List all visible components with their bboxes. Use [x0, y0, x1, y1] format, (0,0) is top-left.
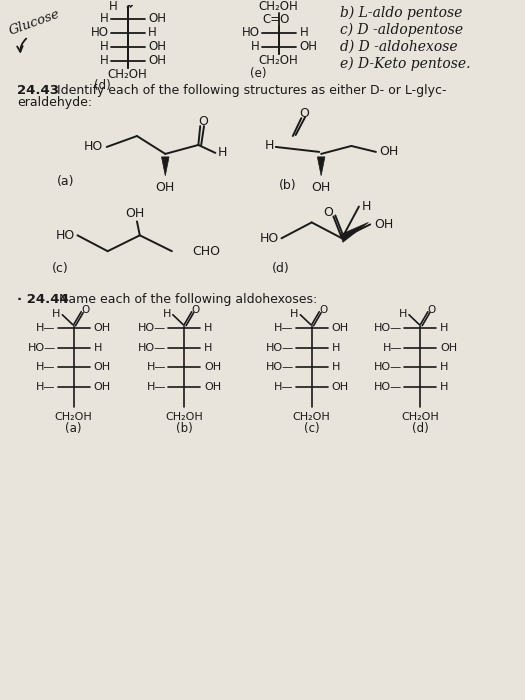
Text: H—: H—: [36, 382, 56, 392]
Text: H: H: [251, 40, 260, 53]
Text: H: H: [440, 363, 448, 372]
Text: HO—: HO—: [374, 323, 402, 332]
Text: C=O: C=O: [262, 13, 289, 27]
Text: H: H: [299, 27, 308, 39]
Text: d) D -aldohexose: d) D -aldohexose: [340, 40, 458, 54]
Text: OH: OH: [440, 342, 457, 353]
Text: OH: OH: [204, 382, 221, 392]
Text: H: H: [100, 54, 109, 67]
Text: OH: OH: [148, 13, 166, 25]
Text: H: H: [204, 342, 213, 353]
Text: CH₂OH: CH₂OH: [293, 412, 331, 422]
Text: H—: H—: [383, 342, 402, 353]
Text: HO—: HO—: [138, 323, 166, 332]
Text: (c): (c): [304, 422, 320, 435]
Text: HO: HO: [242, 27, 260, 39]
Text: CH₂OH: CH₂OH: [55, 412, 92, 422]
Text: Name each of the following aldohexoses:: Name each of the following aldohexoses:: [59, 293, 317, 307]
Text: OH: OH: [380, 146, 399, 158]
Text: eraldehyde:: eraldehyde:: [17, 96, 92, 108]
Text: H: H: [331, 342, 340, 353]
Text: OH: OH: [374, 218, 393, 231]
Text: (a): (a): [66, 422, 82, 435]
Text: H—: H—: [146, 382, 166, 392]
Text: HO: HO: [83, 141, 103, 153]
Text: H: H: [440, 382, 448, 392]
Text: CH₂OH: CH₂OH: [165, 412, 203, 422]
Text: · 24.44: · 24.44: [17, 293, 69, 307]
Text: CH₂OH: CH₂OH: [108, 68, 148, 81]
Text: (d): (d): [94, 79, 111, 92]
Polygon shape: [162, 157, 169, 176]
Text: HO—: HO—: [266, 342, 294, 353]
Text: (d): (d): [412, 422, 429, 435]
Text: OH: OH: [311, 181, 331, 194]
Text: e) D-Keto pentose.: e) D-Keto pentose.: [340, 56, 470, 71]
Text: H: H: [362, 200, 371, 213]
Text: OH: OH: [148, 40, 166, 53]
Text: OH: OH: [125, 207, 145, 220]
Text: H—: H—: [36, 363, 56, 372]
Polygon shape: [341, 223, 369, 242]
Text: OH: OH: [93, 363, 111, 372]
Text: H: H: [204, 323, 213, 332]
Text: O: O: [323, 206, 333, 219]
Polygon shape: [317, 157, 325, 176]
Text: H—: H—: [274, 323, 294, 332]
Text: OH: OH: [299, 40, 318, 53]
Text: H: H: [52, 309, 60, 318]
Text: (b): (b): [176, 422, 193, 435]
Text: b) L-aldo pentose: b) L-aldo pentose: [340, 6, 463, 20]
Text: HO—: HO—: [138, 342, 166, 353]
Text: H: H: [100, 13, 109, 25]
Text: OH: OH: [93, 323, 111, 332]
Text: (e): (e): [250, 67, 267, 80]
Text: O: O: [427, 304, 436, 315]
Text: Identify each of the following structures as either D- or L-glyc-: Identify each of the following structure…: [57, 84, 446, 97]
Text: (a): (a): [57, 175, 74, 188]
Text: H: H: [290, 309, 299, 318]
Text: OH: OH: [93, 382, 111, 392]
Text: CHO: CHO: [193, 245, 220, 258]
Text: H: H: [218, 146, 227, 160]
Text: O: O: [192, 304, 200, 315]
Text: H: H: [148, 27, 157, 39]
Text: OH: OH: [148, 54, 166, 67]
Text: H: H: [109, 1, 118, 13]
Text: O: O: [319, 304, 327, 315]
Text: c) D -aldopentose: c) D -aldopentose: [340, 22, 463, 37]
Text: OH: OH: [204, 363, 221, 372]
Text: O: O: [299, 106, 309, 120]
Text: HO—: HO—: [27, 342, 56, 353]
Text: H—: H—: [36, 323, 56, 332]
Text: HO—: HO—: [374, 382, 402, 392]
Text: (b): (b): [279, 179, 296, 193]
Text: H: H: [331, 363, 340, 372]
Text: HO—: HO—: [374, 363, 402, 372]
Text: (d): (d): [272, 262, 290, 274]
Text: H: H: [93, 342, 102, 353]
Text: CH₂OH: CH₂OH: [402, 412, 439, 422]
Text: HO: HO: [55, 229, 75, 241]
Text: OH: OH: [156, 181, 175, 194]
Text: O: O: [81, 304, 89, 315]
Text: H: H: [100, 40, 109, 53]
Text: HO—: HO—: [266, 363, 294, 372]
Text: HO: HO: [259, 232, 279, 245]
Text: H—: H—: [274, 382, 294, 392]
Text: CH₂OH: CH₂OH: [259, 54, 299, 67]
Text: CH₂OH: CH₂OH: [259, 1, 299, 13]
Text: H: H: [398, 309, 407, 318]
Text: HO: HO: [91, 27, 109, 39]
Text: H: H: [440, 323, 448, 332]
Text: OH: OH: [331, 382, 349, 392]
Text: Glucose: Glucose: [7, 8, 62, 38]
Text: H: H: [163, 309, 171, 318]
Text: (c): (c): [52, 262, 69, 274]
Text: 24.43: 24.43: [17, 84, 59, 97]
Text: O: O: [198, 115, 208, 127]
Text: H: H: [265, 139, 274, 153]
Text: H—: H—: [146, 363, 166, 372]
Text: OH: OH: [331, 323, 349, 332]
